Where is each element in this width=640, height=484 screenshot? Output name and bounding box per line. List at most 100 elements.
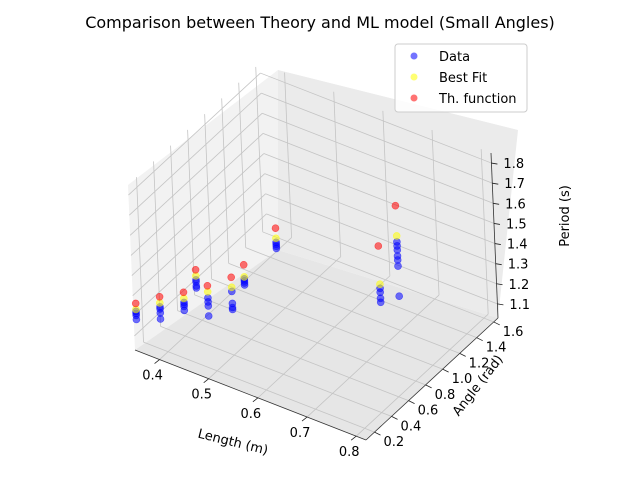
floor-pane bbox=[135, 250, 498, 440]
legend: Data Best Fit Th. function bbox=[394, 43, 528, 113]
x-axis-line bbox=[134, 349, 367, 441]
y-gridline-floor bbox=[143, 341, 375, 433]
y-tick bbox=[425, 384, 432, 389]
z-tick bbox=[492, 182, 499, 185]
y-tick bbox=[442, 368, 449, 373]
data-point bbox=[131, 299, 140, 308]
x-gridline-back bbox=[382, 110, 391, 276]
z-gridline-back bbox=[266, 213, 498, 305]
z-gridline-left bbox=[130, 133, 264, 256]
y-gridline-floor bbox=[228, 263, 460, 354]
data-point bbox=[204, 312, 213, 320]
back-pane bbox=[278, 70, 518, 318]
y-tick bbox=[374, 431, 381, 436]
x-tick-label: 0.5 bbox=[191, 388, 212, 403]
y-gridline-left bbox=[170, 145, 178, 311]
x-axis-label: Length (m) bbox=[196, 427, 269, 459]
z-gridline-back bbox=[264, 173, 496, 265]
y-gridline-floor bbox=[211, 278, 443, 370]
z-gridline-left bbox=[132, 173, 265, 296]
legend-label-th-function: Th. function bbox=[438, 92, 517, 107]
z-tick-label: 1.4 bbox=[507, 238, 528, 253]
x-tick bbox=[301, 416, 308, 422]
axes bbox=[134, 152, 499, 441]
z-tick bbox=[493, 202, 500, 205]
data-point bbox=[374, 242, 383, 250]
x-gridline-back bbox=[480, 149, 489, 315]
z-tick bbox=[491, 162, 498, 165]
z-tick bbox=[495, 263, 502, 266]
x-gridline-back bbox=[431, 130, 440, 296]
data-point bbox=[228, 305, 237, 314]
x-gridline-floor bbox=[257, 275, 391, 399]
legend-marker-th-function bbox=[410, 94, 418, 102]
z-tick-label: 1.5 bbox=[506, 217, 527, 232]
y-gridline-floor bbox=[262, 231, 494, 323]
grid-lines bbox=[128, 66, 498, 437]
data-point bbox=[391, 201, 400, 210]
z-tick-label: 1.6 bbox=[505, 197, 526, 212]
data-point bbox=[272, 244, 281, 253]
y-gridline-left bbox=[238, 82, 247, 248]
x-tick bbox=[203, 378, 209, 384]
x-tick-label: 0.6 bbox=[241, 407, 262, 422]
data-point bbox=[376, 280, 384, 289]
data-point bbox=[204, 298, 212, 306]
data-point bbox=[227, 283, 236, 292]
data-point bbox=[272, 234, 280, 243]
y-tick-label: 1.6 bbox=[503, 325, 524, 340]
z-gridline-back bbox=[261, 112, 494, 204]
series-best-fit bbox=[132, 232, 401, 314]
z-gridline-left bbox=[128, 72, 261, 196]
data-point bbox=[191, 265, 200, 274]
z-gridline-back bbox=[263, 153, 495, 244]
x-axis-ticks: 0.4 0.5 0.6 0.7 0.8 bbox=[142, 359, 360, 460]
z-tick-label: 1.8 bbox=[503, 157, 524, 172]
y-tick-label: 0.6 bbox=[418, 404, 439, 419]
x-tick-label: 0.4 bbox=[142, 369, 163, 384]
z-gridline-left bbox=[129, 92, 262, 216]
axis-panes bbox=[128, 70, 518, 440]
x-tick bbox=[154, 359, 160, 364]
y-gridline-left bbox=[136, 177, 144, 343]
legend-label-data: Data bbox=[439, 50, 470, 65]
z-tick-label: 1.1 bbox=[509, 298, 530, 313]
x-tick-label: 0.7 bbox=[290, 426, 311, 441]
z-gridline-back bbox=[260, 72, 492, 164]
data-point bbox=[240, 273, 248, 281]
data-point bbox=[239, 260, 248, 269]
z-tick bbox=[494, 243, 501, 245]
z-gridline-back bbox=[265, 193, 497, 285]
data-point bbox=[376, 298, 385, 307]
y-axis-line bbox=[365, 317, 499, 441]
legend-marker-data bbox=[410, 52, 418, 60]
y-gridline-left bbox=[204, 114, 213, 280]
x-tick bbox=[252, 397, 259, 403]
y-tick bbox=[459, 353, 466, 357]
y-tick-label: 0.8 bbox=[435, 388, 456, 403]
z-tick-label: 1.3 bbox=[508, 258, 529, 273]
y-gridline-left bbox=[221, 98, 230, 264]
x-tick-label: 0.8 bbox=[339, 445, 360, 460]
z-tick bbox=[496, 283, 503, 286]
x-gridline-back bbox=[284, 72, 292, 238]
y-tick bbox=[493, 321, 500, 326]
x-gridline-floor bbox=[355, 313, 489, 437]
z-gridline-left bbox=[129, 113, 263, 236]
data-point bbox=[240, 281, 249, 289]
z-gridline-left bbox=[133, 193, 266, 317]
data-point bbox=[155, 292, 164, 301]
y-tick bbox=[476, 337, 483, 342]
data-points bbox=[131, 201, 404, 324]
x-gridline-floor bbox=[208, 256, 341, 380]
z-axis-ticks: 1.1 1.2 1.3 1.4 1.5 1.6 1.7 1.8 bbox=[491, 157, 530, 313]
data-point bbox=[227, 273, 235, 282]
z-tick-label: 1.2 bbox=[509, 278, 530, 293]
z-gridline-back bbox=[262, 133, 495, 224]
x-gridline-floor bbox=[306, 294, 440, 418]
legend-box bbox=[394, 43, 528, 113]
x-gridline-floor bbox=[159, 237, 292, 360]
z-tick-label: 1.7 bbox=[504, 177, 525, 192]
